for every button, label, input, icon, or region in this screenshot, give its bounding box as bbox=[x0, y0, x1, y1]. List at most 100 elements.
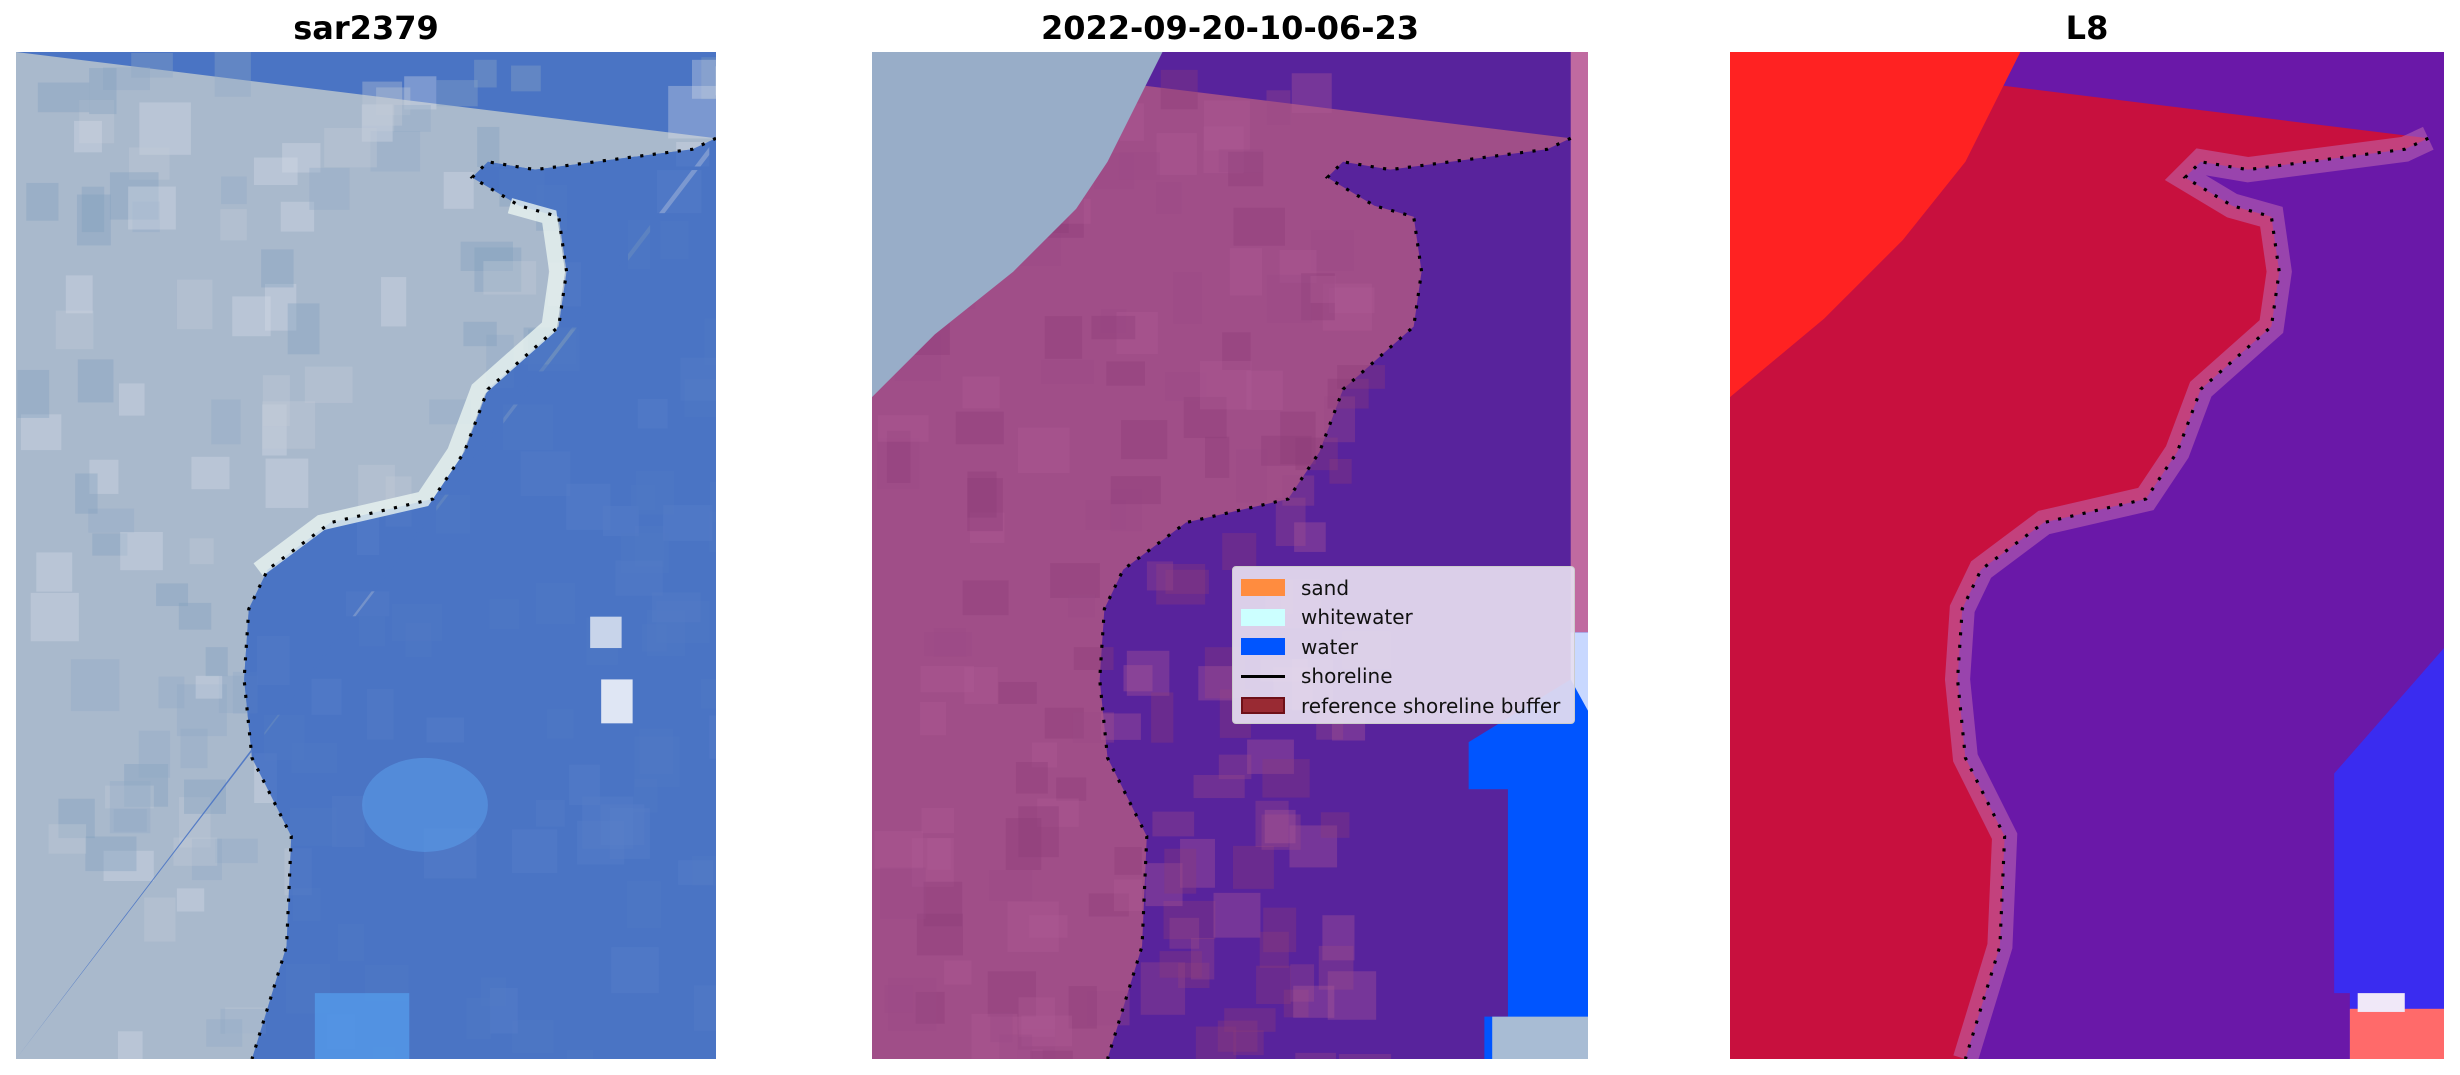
pixel-texture bbox=[132, 201, 160, 233]
pixel-texture bbox=[176, 279, 213, 330]
pixel-texture bbox=[1146, 561, 1174, 591]
pixel-texture bbox=[195, 675, 223, 699]
pixel-texture bbox=[1247, 739, 1294, 774]
pixel-texture bbox=[1190, 937, 1215, 980]
legend-label: whitewater bbox=[1301, 605, 1413, 630]
pixel-texture bbox=[1100, 713, 1141, 740]
pixel-texture bbox=[1222, 332, 1251, 371]
pixel-texture bbox=[214, 52, 251, 97]
pixel-texture bbox=[1255, 800, 1289, 848]
pixel-texture bbox=[1088, 893, 1129, 917]
pixel-texture bbox=[74, 120, 102, 153]
pixel-texture bbox=[924, 632, 972, 657]
pixel-texture bbox=[1205, 436, 1230, 478]
pixel-texture bbox=[1324, 396, 1356, 443]
pixel-texture bbox=[221, 176, 247, 205]
pixel-texture bbox=[1085, 499, 1126, 530]
pixel-texture bbox=[1091, 315, 1136, 340]
index-image-panel bbox=[1730, 52, 2444, 1059]
pixel-texture bbox=[180, 728, 208, 769]
pixel-texture bbox=[225, 1007, 266, 1034]
pixel-texture bbox=[85, 836, 137, 872]
pixel-texture bbox=[1275, 497, 1306, 546]
pixel-texture bbox=[955, 411, 1004, 445]
pixel-texture bbox=[1073, 647, 1114, 671]
pixel-texture bbox=[477, 126, 500, 167]
pixel-texture bbox=[884, 985, 914, 1013]
pixel-texture bbox=[1198, 666, 1233, 701]
pixel-texture bbox=[88, 508, 135, 533]
pixel-texture bbox=[460, 241, 513, 271]
pixel-texture bbox=[77, 359, 114, 403]
pixel-texture bbox=[1145, 863, 1183, 907]
pixel-texture bbox=[1017, 1049, 1043, 1059]
pixel-texture bbox=[89, 68, 117, 115]
pixel-texture bbox=[1029, 915, 1068, 938]
pixel-texture bbox=[1264, 809, 1296, 844]
pixel-texture bbox=[109, 172, 159, 220]
pixel-texture bbox=[989, 870, 1033, 902]
pixel-texture bbox=[211, 399, 241, 445]
pixel-texture bbox=[443, 171, 474, 209]
pixel-texture bbox=[1235, 449, 1268, 503]
pixel-texture bbox=[89, 459, 119, 494]
legend-label: shoreline bbox=[1301, 664, 1393, 689]
panel-title-1: sar2379 bbox=[293, 9, 439, 47]
pixel-texture bbox=[138, 730, 171, 778]
shoreline bbox=[1098, 136, 1572, 1059]
pixel-texture bbox=[370, 131, 421, 172]
pixel-texture bbox=[30, 592, 79, 642]
legend-label: water bbox=[1301, 634, 1358, 659]
pixel-texture bbox=[26, 182, 59, 221]
pixel-texture bbox=[874, 831, 924, 869]
pixel-texture bbox=[987, 971, 1037, 1017]
pixel-texture bbox=[964, 667, 998, 704]
pixel-texture bbox=[967, 478, 1003, 532]
pixel-texture bbox=[1280, 411, 1316, 465]
pixel-texture bbox=[81, 186, 105, 233]
pixel-texture bbox=[191, 456, 230, 490]
shallow-water bbox=[362, 757, 488, 852]
pixel-texture bbox=[887, 977, 937, 1031]
legend-item: sand bbox=[1241, 573, 1566, 603]
pixel-texture bbox=[58, 798, 95, 839]
pixel-texture bbox=[129, 147, 170, 180]
pixel-texture bbox=[1203, 126, 1244, 174]
pixel-texture bbox=[1056, 777, 1087, 801]
pixel-texture bbox=[691, 59, 716, 99]
legend-line-swatch bbox=[1241, 674, 1285, 678]
pixel-texture bbox=[1140, 962, 1186, 1015]
pixel-texture bbox=[463, 321, 497, 347]
pixel-texture bbox=[1256, 965, 1291, 1005]
shoreline bbox=[242, 136, 716, 1059]
pixel-texture bbox=[474, 59, 497, 88]
pixel-texture bbox=[886, 430, 911, 483]
pixel-texture bbox=[1246, 370, 1283, 411]
pixel-texture bbox=[1232, 845, 1274, 889]
pixel-texture bbox=[176, 684, 227, 737]
pixel-texture bbox=[877, 438, 920, 490]
pixel-texture bbox=[1165, 372, 1207, 401]
land-area bbox=[16, 52, 716, 1059]
pixel-texture bbox=[474, 247, 522, 292]
pixel-texture bbox=[262, 401, 316, 449]
pixel-texture bbox=[1291, 73, 1332, 113]
pixel-texture bbox=[1183, 396, 1227, 439]
pixel-texture bbox=[1164, 848, 1197, 894]
pixel-texture bbox=[324, 127, 377, 168]
pixel-texture bbox=[113, 809, 147, 832]
pixel-texture bbox=[877, 415, 929, 442]
pixel-texture bbox=[1233, 1030, 1264, 1056]
pixel-texture bbox=[1217, 1020, 1258, 1052]
pixel-texture bbox=[990, 1012, 1013, 1043]
pixel-texture bbox=[404, 76, 437, 110]
pixel-texture bbox=[1295, 1052, 1336, 1059]
pixel-texture bbox=[1121, 420, 1168, 460]
pixel-texture bbox=[1017, 1029, 1056, 1059]
pixel-texture bbox=[1031, 742, 1058, 768]
pixel-texture bbox=[36, 552, 73, 592]
pixel-texture bbox=[1338, 1053, 1392, 1059]
pixel-texture bbox=[1327, 971, 1377, 1020]
pixel-texture bbox=[1015, 762, 1048, 794]
pixel-texture bbox=[282, 143, 321, 173]
